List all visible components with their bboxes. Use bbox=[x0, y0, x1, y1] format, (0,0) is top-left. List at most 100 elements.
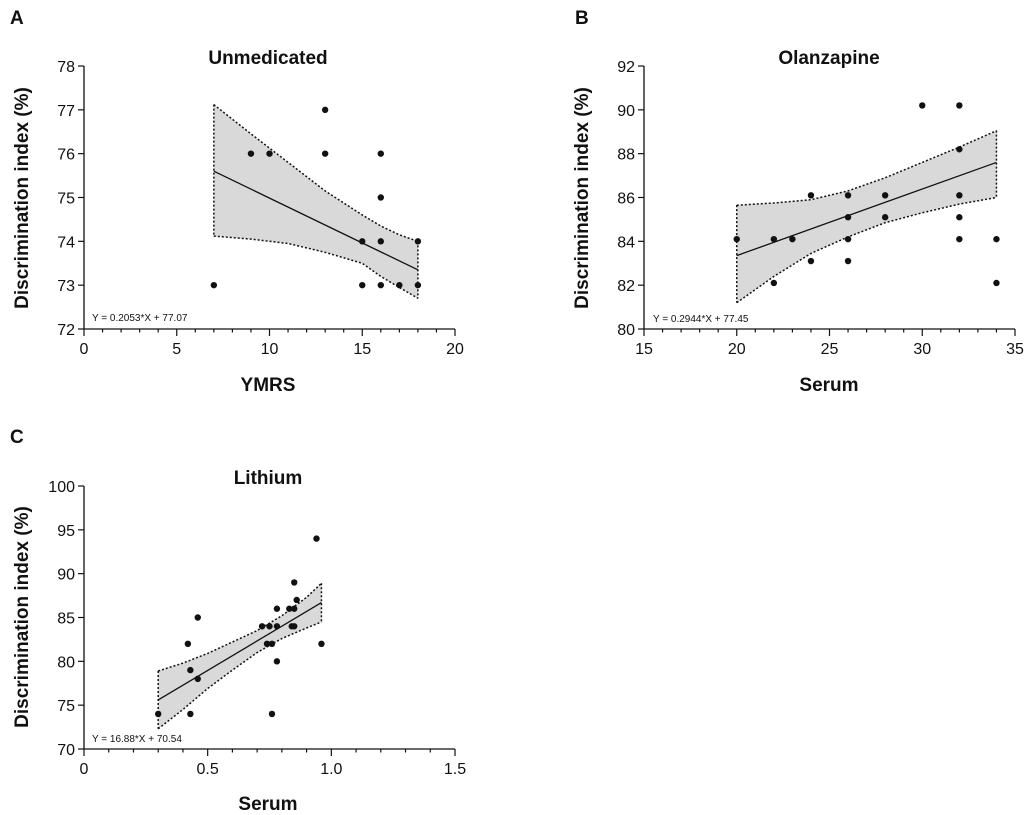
panel-b-data-point bbox=[770, 235, 778, 243]
panel-a-regression-line bbox=[213, 170, 419, 271]
panel-b-regression-line bbox=[736, 161, 997, 257]
panel-c-data-point bbox=[313, 535, 320, 542]
panel-b-band-upper-edge bbox=[736, 130, 997, 206]
panel-c-data-point bbox=[273, 623, 281, 630]
panel-a-x-axis-label: YMRS bbox=[241, 375, 296, 396]
panel-a-x-tick-label: 20 bbox=[446, 341, 464, 358]
panel-c-x-axis-label: Serum bbox=[238, 794, 297, 815]
panel-c-data-point bbox=[318, 640, 325, 647]
panel-b-data-point bbox=[807, 257, 815, 265]
panel-a-data-point bbox=[321, 106, 329, 114]
panel-b-x-tick-label: 35 bbox=[1006, 341, 1024, 358]
panel-c-band-lower-edge bbox=[157, 621, 322, 730]
panel-c-data-point bbox=[155, 710, 162, 718]
panel-b-x-tick-label: 20 bbox=[728, 341, 746, 358]
panel-c-data-point bbox=[293, 596, 300, 604]
panel-a-data-point bbox=[266, 150, 273, 157]
panel-c: C Lithium Serum Discrimination index (%)… bbox=[10, 427, 466, 815]
panel-a-data-point bbox=[377, 194, 384, 201]
panel-a-data-point bbox=[359, 238, 366, 245]
panel-c-band-upper-edge bbox=[157, 582, 322, 672]
panel-b-data-point bbox=[881, 214, 889, 221]
panel-c-data-point bbox=[187, 710, 194, 718]
panel-b-x-tick-label: 30 bbox=[913, 341, 931, 358]
panel-b-y-axis-label: Discrimination index (%) bbox=[572, 87, 593, 309]
panel-a-plot-area: 72 73 74 75 76 77 78 0 5 10 15 20 bbox=[57, 59, 464, 358]
panel-c-y-tick-label: 95 bbox=[57, 523, 75, 540]
panel-c-data-point bbox=[263, 640, 271, 647]
panel-b-data-point bbox=[956, 235, 963, 243]
panel-b-y-tick-label: 82 bbox=[617, 278, 635, 295]
panel-b-y-tick-label: 88 bbox=[617, 147, 635, 164]
panel-c-data-point bbox=[273, 658, 281, 665]
panel-b-data-point bbox=[844, 257, 852, 265]
panel-c-data-point bbox=[184, 640, 192, 647]
panel-b-data-point bbox=[807, 192, 815, 199]
panel-b-data-point bbox=[956, 214, 963, 221]
panel-b-data-point bbox=[733, 235, 740, 243]
panel-c-y-tick-label: 85 bbox=[57, 611, 75, 628]
panel-b-y-tick-label: 90 bbox=[617, 103, 635, 120]
panel-b-y-tick-label: 86 bbox=[617, 191, 635, 208]
panel-a-data-point bbox=[377, 281, 384, 289]
panel-b-data-point bbox=[956, 192, 963, 199]
panel-a-y-tick-label: 77 bbox=[57, 103, 75, 120]
panel-c-x-tick-label: 0 bbox=[80, 761, 89, 778]
panel-b-confidence-band bbox=[736, 130, 997, 303]
panel-b-y-tick-label: 80 bbox=[617, 322, 635, 339]
panel-c-y-tick-label: 80 bbox=[57, 654, 75, 671]
panel-b-data-point bbox=[789, 235, 796, 243]
panel-a-title: Unmedicated bbox=[208, 48, 327, 69]
panel-c-y-tick-label: 100 bbox=[48, 479, 75, 496]
panel-c-y-tick-label: 75 bbox=[57, 698, 75, 715]
panel-c-y-tick-label: 70 bbox=[57, 742, 75, 759]
panel-a-x-tick-label: 10 bbox=[261, 341, 279, 358]
panel-b-band-lower-edge bbox=[736, 196, 997, 304]
panel-b-y-tick-label: 84 bbox=[617, 234, 635, 251]
panel-c-data-point bbox=[268, 710, 276, 718]
panel-c-x-tick-label: 1.5 bbox=[444, 761, 466, 778]
panel-c-letter: C bbox=[10, 427, 24, 448]
panel-b-data-point bbox=[993, 279, 1000, 287]
panel-c-regression-line bbox=[157, 602, 322, 701]
panel-b-y-tick-label: 92 bbox=[617, 59, 635, 76]
panel-c-y-tick-label: 90 bbox=[57, 567, 75, 584]
panel-a-y-axis-label: Discrimination index (%) bbox=[12, 87, 33, 309]
panel-a-confidence-band bbox=[213, 104, 418, 299]
panel-a-y-tick-label: 76 bbox=[57, 147, 75, 164]
panel-c-plot-area: 70 75 80 85 90 95 100 0 0.5 1.0 1.5 bbox=[48, 479, 466, 778]
panel-a-data-point bbox=[414, 238, 422, 245]
panel-a-data-point bbox=[396, 281, 403, 289]
panel-a-data-point bbox=[414, 281, 422, 289]
panel-c-y-axis-label: Discrimination index (%) bbox=[12, 506, 33, 728]
panel-a-data-point bbox=[247, 150, 255, 157]
panel-c-data-point bbox=[194, 614, 201, 621]
panel-b-x-tick-label: 15 bbox=[635, 341, 653, 358]
panel-c-data-point bbox=[266, 623, 273, 630]
panel-a: A Unmedicated YMRS Discrimination index … bbox=[10, 8, 464, 396]
panel-c-equation: Y = 16.88*X + 70.54 bbox=[92, 734, 182, 745]
panel-b-x-axis-label: Serum bbox=[799, 375, 858, 396]
panel-a-data-point bbox=[377, 150, 384, 157]
panel-b-data-point bbox=[844, 235, 852, 243]
panel-b: B Olanzapine Serum Discrimination index … bbox=[572, 8, 1024, 396]
panel-a-y-tick-label: 78 bbox=[57, 59, 75, 76]
panel-c-data-point bbox=[291, 579, 298, 586]
panel-a-x-tick-label: 0 bbox=[80, 341, 89, 358]
panel-a-x-tick-label: 5 bbox=[172, 341, 181, 358]
panel-c-data-point bbox=[187, 666, 194, 674]
panel-a-data-point bbox=[321, 150, 329, 157]
panel-c-data-point bbox=[258, 623, 266, 630]
panel-b-title: Olanzapine bbox=[778, 48, 879, 69]
panel-c-x-tick-label: 0.5 bbox=[197, 761, 219, 778]
panel-a-data-point bbox=[210, 281, 218, 289]
panel-c-data-point bbox=[268, 640, 276, 647]
panel-c-x-tick-label: 1.0 bbox=[320, 761, 342, 778]
panel-b-data-point bbox=[770, 279, 778, 287]
panel-a-y-tick-label: 74 bbox=[57, 234, 75, 251]
panel-b-data-point bbox=[956, 146, 963, 153]
panel-b-plot-area: 80 82 84 86 88 90 92 15 20 25 30 35 bbox=[617, 59, 1024, 358]
panel-c-confidence-band bbox=[158, 583, 322, 729]
panel-b-data-point bbox=[881, 192, 889, 199]
